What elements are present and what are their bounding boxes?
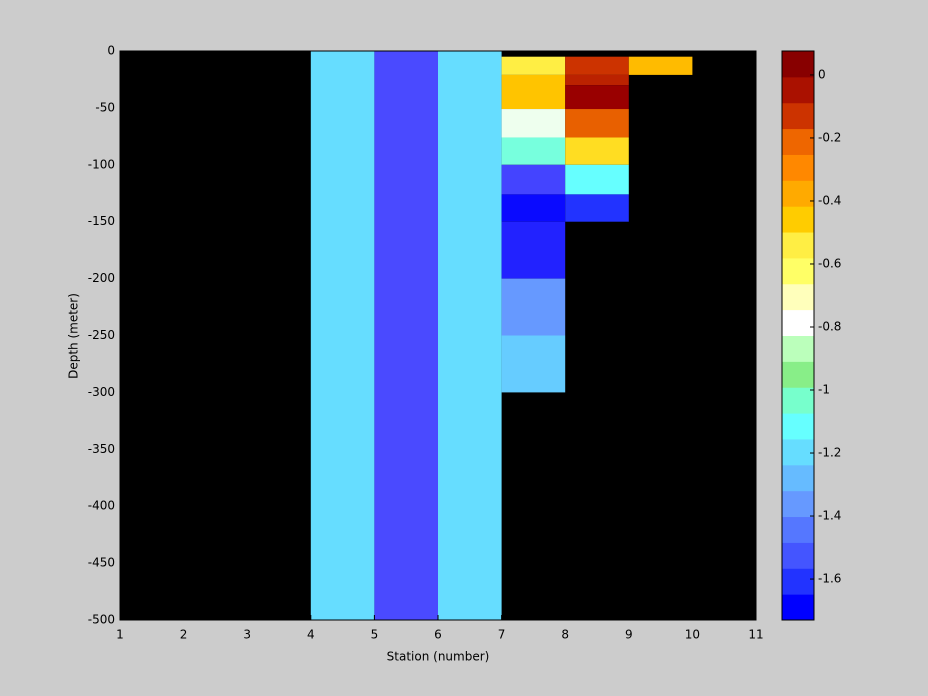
colorbar-band (782, 128, 814, 155)
x-tick-label: 7 (498, 628, 506, 642)
heat-cell (374, 51, 438, 620)
colorbar-band (782, 283, 814, 311)
x-tick-label: 5 (371, 628, 379, 642)
colorbar-band (782, 309, 814, 336)
colorbar-band (782, 51, 814, 78)
y-tick-label: -100 (88, 157, 115, 171)
heat-cell (565, 137, 629, 165)
colorbar-tick-label: -0.2 (818, 130, 841, 144)
heat-cell (628, 56, 693, 75)
colorbar-tick-label: -0.4 (818, 193, 841, 207)
heat-cell (501, 194, 566, 222)
heat-cell (501, 164, 566, 195)
colorbar-band (782, 516, 814, 543)
y-tick-label: -500 (88, 613, 115, 627)
x-axis-label: Station (number) (387, 650, 490, 664)
x-tick-label: 4 (307, 628, 315, 642)
y-tick-label: -300 (88, 385, 115, 399)
y-tick-label: -150 (88, 214, 115, 228)
colorbar-band (782, 387, 814, 414)
colorbar-band (782, 335, 814, 362)
heat-cell (501, 137, 566, 165)
heat-cell (310, 51, 375, 620)
x-tick-label: 1 (116, 628, 124, 642)
y-axis-label: Depth (meter) (67, 293, 81, 379)
heat-cell (501, 74, 566, 110)
heat-cell (501, 56, 566, 75)
colorbar-tick-label: -1.2 (818, 446, 841, 460)
y-tick-label: -200 (88, 271, 115, 285)
heat-cell (565, 74, 629, 86)
heat-cell (565, 109, 629, 138)
heat-cell (501, 221, 566, 279)
x-tick-label: 8 (561, 628, 569, 642)
heat-cell (565, 85, 629, 110)
colorbar-band (782, 232, 814, 259)
colorbar-band (782, 257, 814, 285)
colorbar-band (782, 76, 814, 104)
y-tick-label: -50 (95, 100, 115, 114)
y-tick-label: 0 (107, 44, 115, 58)
colorbar-band (782, 568, 814, 595)
colorbar-band (782, 413, 814, 440)
y-tick-label: -400 (88, 499, 115, 513)
colorbar-tick-label: -0.6 (818, 256, 841, 270)
heat-cell (565, 56, 629, 75)
colorbar-band (782, 464, 814, 492)
colorbar-tick-label: -1 (818, 383, 830, 397)
colorbar-tick-label: -1.4 (818, 509, 841, 523)
colorbar-band (782, 490, 814, 518)
y-tick-label: -350 (88, 442, 115, 456)
x-tick-label: 11 (748, 628, 763, 642)
colorbar-band (782, 206, 814, 233)
colorbar-band (782, 154, 814, 181)
heat-cell (501, 335, 566, 393)
colorbar-band (782, 102, 814, 130)
heat-cell (438, 51, 502, 620)
colorbar-band (782, 542, 814, 569)
colorbar-band (782, 361, 814, 388)
colorbar-frame (781, 50, 815, 621)
colorbar-tick-label: -0.8 (818, 319, 841, 333)
y-tick-label: -450 (88, 556, 115, 570)
x-tick-label: 9 (625, 628, 633, 642)
colorbar-tick-label: 0 (818, 67, 826, 81)
colorbar-band (782, 594, 814, 621)
heat-cell (565, 164, 629, 195)
heat-cell (501, 278, 566, 336)
heat-cell (501, 109, 566, 138)
y-tick-label: -250 (88, 328, 115, 342)
colorbar-band (782, 438, 814, 466)
colorbar-band (782, 180, 814, 207)
x-tick-label: 3 (243, 628, 251, 642)
colorbar-tick-label: -1.6 (818, 572, 841, 586)
heat-cell (565, 194, 629, 222)
x-tick-label: 6 (434, 628, 442, 642)
x-tick-label: 2 (180, 628, 188, 642)
x-tick-label: 10 (685, 628, 700, 642)
